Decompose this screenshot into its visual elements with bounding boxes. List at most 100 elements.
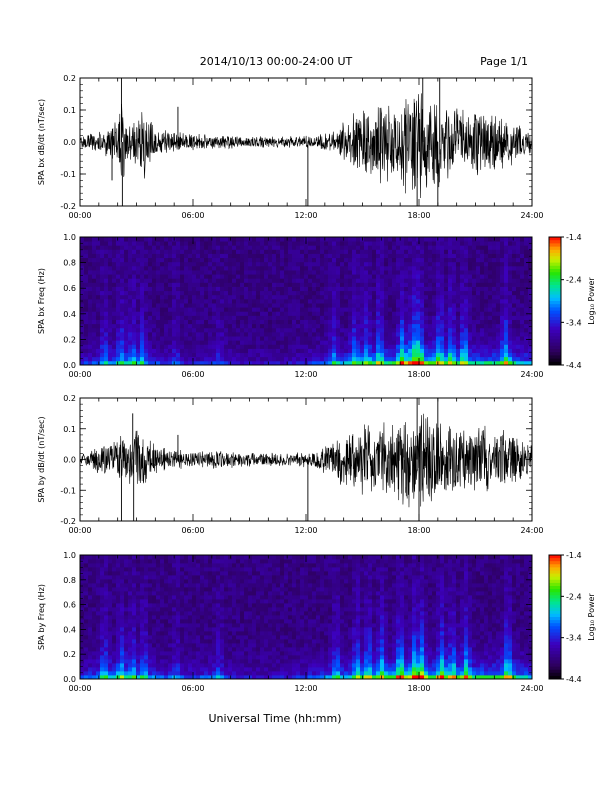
spectrogram-cell <box>312 274 317 279</box>
spectrogram-cell <box>496 270 501 275</box>
spectrogram-cell <box>216 655 221 660</box>
spectrogram-cell <box>300 360 305 366</box>
spectrogram-cell <box>180 249 185 254</box>
spectrogram-cell <box>212 623 217 628</box>
spectrogram-cell <box>204 286 209 292</box>
spectrogram-cell <box>316 356 321 362</box>
spectrogram-cell <box>336 327 341 333</box>
spectrogram-cell <box>208 294 213 300</box>
spectrogram-cell <box>396 356 401 362</box>
spectrogram-cell <box>152 352 157 358</box>
spectrogram-cell <box>152 257 157 263</box>
spectrogram-cell <box>188 303 193 308</box>
spectrogram-cell <box>392 294 397 300</box>
spectrogram-cell <box>168 319 173 325</box>
spectrogram-cell <box>112 671 117 676</box>
spectrogram-cell <box>444 344 449 349</box>
spectrogram-cell <box>352 249 357 254</box>
spectrogram-cell <box>80 270 85 275</box>
spectrogram-cell <box>180 555 185 560</box>
spectrogram-cell <box>288 331 293 337</box>
spectrogram-cell <box>408 282 413 287</box>
spectrogram-cell <box>300 336 305 341</box>
spectrogram-cell <box>320 331 325 337</box>
spectrogram-cell <box>212 595 217 600</box>
spectrogram-cell <box>244 323 249 329</box>
spectrogram-cell <box>220 286 225 292</box>
spectrogram-cell <box>416 274 421 279</box>
spectrogram-cell <box>200 611 205 616</box>
spectrogram-cell <box>380 331 385 337</box>
spectrogram-cell <box>144 315 149 320</box>
spectrogram-cell <box>204 579 209 584</box>
spectrogram-cell <box>132 327 137 333</box>
spectrogram-cell <box>148 647 153 652</box>
spectrogram-cell <box>240 336 245 341</box>
spectrogram-cell <box>236 298 241 304</box>
spectrogram-cell <box>372 303 377 308</box>
spectrogram-cell <box>412 241 417 246</box>
spectrogram-cell <box>124 319 129 325</box>
spectrogram-cell <box>188 615 193 620</box>
spectrogram-cell <box>456 278 461 283</box>
spectrogram-cell <box>220 356 225 362</box>
spectrogram-cell <box>132 579 137 584</box>
spectrogram-cell <box>116 253 121 259</box>
spectrogram-cell <box>420 344 425 349</box>
spectrogram-cell <box>168 336 173 341</box>
spectrogram-cell <box>336 274 341 279</box>
spectrogram-cell <box>444 265 449 271</box>
spectrogram-cell <box>480 352 485 358</box>
spectrogram-cell <box>144 587 149 592</box>
spectrogram-cell <box>96 631 101 636</box>
spectrogram-cell <box>208 344 213 349</box>
spectrogram-cell <box>196 615 201 620</box>
spectrogram-cell <box>144 631 149 636</box>
spectrogram-cell <box>276 356 281 362</box>
spectrogram-cell <box>236 241 241 246</box>
spectrogram-cell <box>336 237 341 242</box>
spectrogram-cell <box>152 348 157 354</box>
spectrogram-cell <box>192 257 197 263</box>
spectrogram-cell <box>424 319 429 325</box>
spectrogram-cell <box>520 336 525 341</box>
spectrogram-cell <box>128 319 133 325</box>
spectrogram-cell <box>80 647 85 652</box>
spectrogram-cell <box>368 356 373 362</box>
spectrogram-cell <box>420 290 425 296</box>
spectrogram-cell <box>156 663 161 668</box>
spectrogram-cell <box>264 265 269 271</box>
spectrogram-cell <box>484 290 489 296</box>
spectrogram-cell <box>100 331 105 337</box>
spectrogram-cell <box>112 667 117 672</box>
spectrogram-cell <box>152 265 157 271</box>
spectrogram-cell <box>252 298 257 304</box>
spectrogram-cell <box>484 286 489 292</box>
spectrogram-cell <box>480 311 485 316</box>
spectrogram-cell <box>212 667 217 672</box>
spectrogram-cell <box>204 647 209 652</box>
spectrogram-cell <box>372 336 377 341</box>
spectrogram-cell <box>172 344 177 349</box>
spectrogram-cell <box>372 257 377 263</box>
spectrogram-cell <box>280 307 285 312</box>
spectrogram-cell <box>188 611 193 616</box>
spectrogram-cell <box>284 286 289 292</box>
spectrogram-cell <box>468 249 473 254</box>
spectrogram-cell <box>156 603 161 608</box>
spectrogram-cell <box>120 595 125 600</box>
spectrogram-cell <box>260 319 265 325</box>
spectrogram-cell <box>232 356 237 362</box>
spectrogram-cell <box>148 331 153 337</box>
spectrogram-cell <box>392 290 397 296</box>
spectrogram-cell <box>84 559 89 564</box>
spectrogram-cell <box>384 323 389 329</box>
spectrogram-cell <box>288 319 293 325</box>
spectrogram-cell <box>100 344 105 349</box>
spectrogram-cell <box>212 583 217 588</box>
spectrogram-cell <box>112 651 117 656</box>
spectrogram-cell <box>200 591 205 596</box>
spectrogram-cell <box>160 671 165 676</box>
spectrogram-cell <box>216 611 221 616</box>
spectrogram-cell <box>140 327 145 333</box>
